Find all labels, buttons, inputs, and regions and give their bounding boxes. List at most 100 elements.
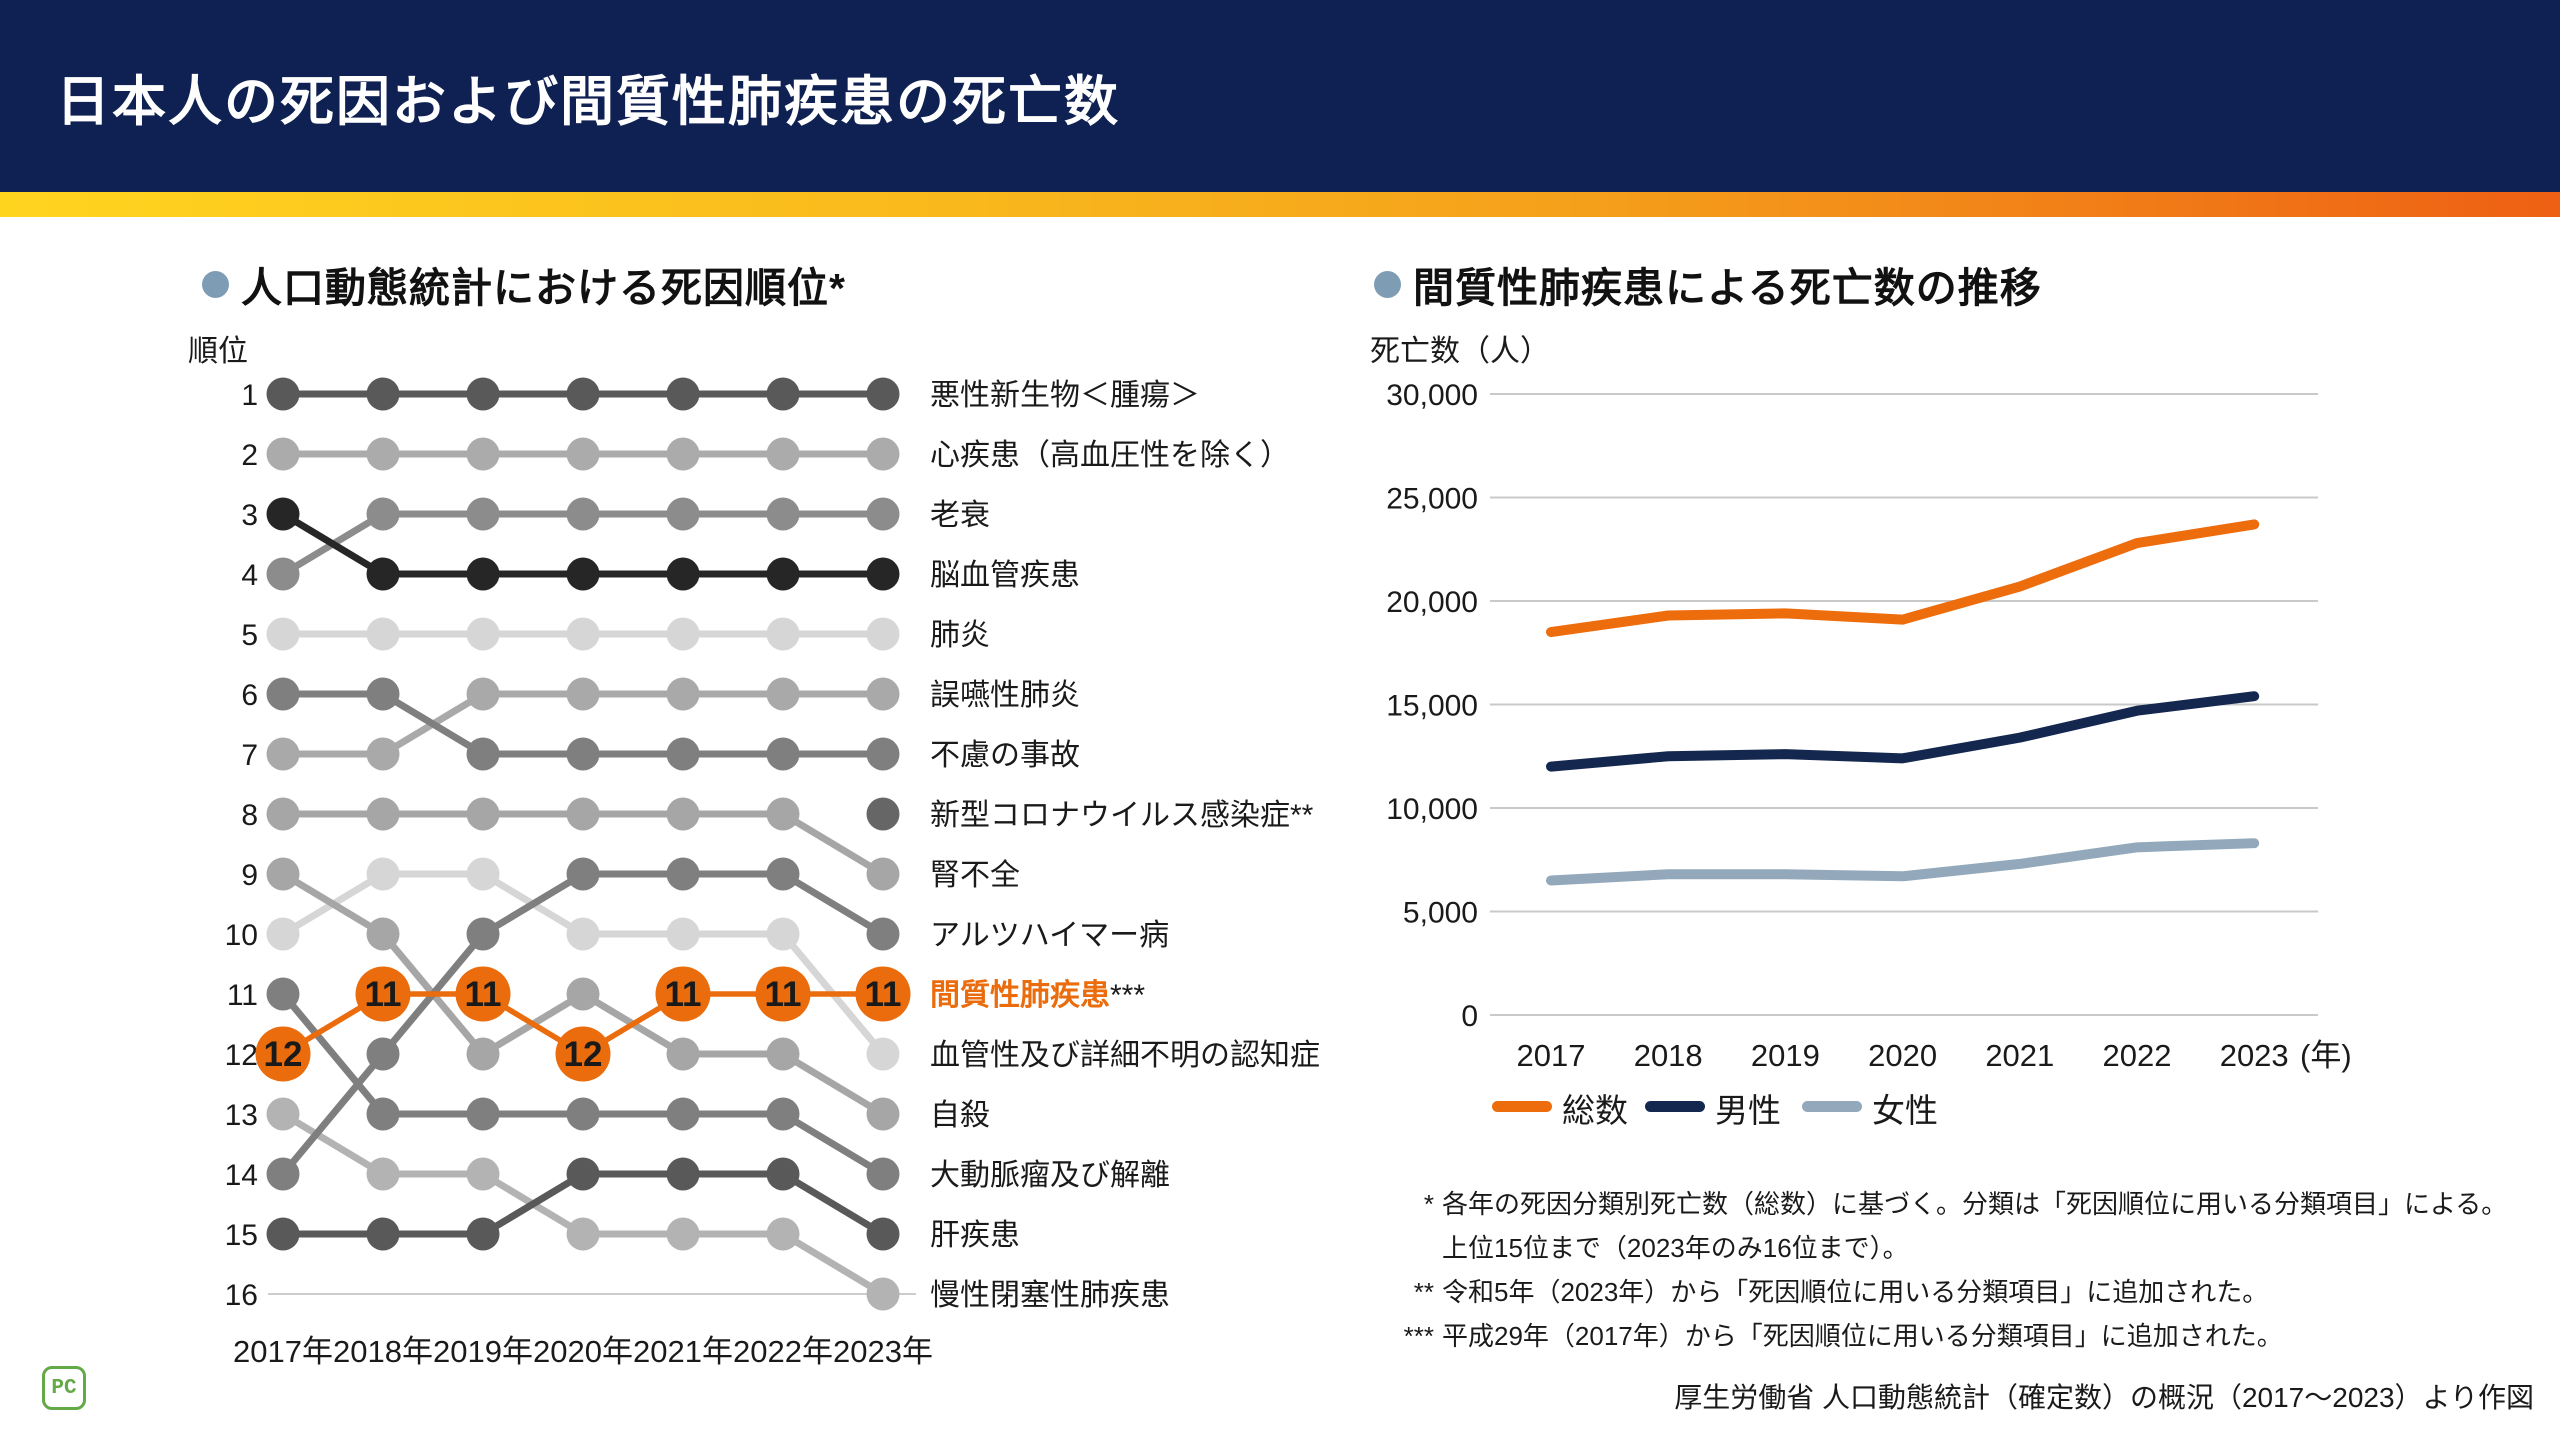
footnote-marker: * — [1423, 1189, 1434, 1219]
footnote-marker: ** — [1413, 1277, 1434, 1307]
bump-series-dot — [766, 797, 800, 831]
bump-series-dot — [466, 557, 500, 591]
rank-badge-number: 11 — [365, 975, 402, 1014]
bump-series-dot — [866, 1037, 900, 1071]
page-title: 日本人の死因および間質性肺疾患の死亡数 — [56, 71, 1120, 132]
footnote-line: * 各年の死因分類別死亡数（総数）に基づく。分類は「死因順位に用いる分類項目」によ… — [1376, 1182, 2507, 1226]
y-tick-label: 15,000 — [1386, 690, 1478, 723]
rank-badge — [455, 966, 511, 1022]
bump-series-dot — [566, 1217, 600, 1251]
bump-series-dot — [366, 1037, 400, 1071]
bump-series-dot — [266, 737, 300, 771]
left-chart-title: 人口動態統計における死因順位* — [241, 265, 846, 311]
rank-badge — [755, 966, 811, 1022]
bump-series-dot — [866, 437, 900, 471]
footnote-marker — [1376, 1226, 1434, 1270]
bump-series — [266, 617, 900, 651]
bump-series-dot — [266, 917, 300, 951]
bump-series-dot — [666, 857, 700, 891]
bump-highlight-series: 12 11 11 12 11 11 11 — [255, 966, 911, 1082]
rank-axis-label: 14 — [225, 1159, 258, 1192]
bump-series-dot — [866, 857, 900, 891]
disease-label: 大動脈瘤及び解離 — [930, 1159, 1170, 1192]
x-tick-label: 2020 — [1868, 1038, 1937, 1073]
bump-series-dot — [366, 857, 400, 891]
rank-badge-number: 12 — [264, 1035, 303, 1074]
footnotes: * 各年の死因分類別死亡数（総数）に基づく。分類は「死因順位に用いる分類項目」によ… — [1376, 1182, 2508, 1358]
bump-series-dot — [466, 1097, 500, 1131]
bump-series-dot — [666, 437, 700, 471]
bump-year-label: 2021年 — [633, 1334, 733, 1369]
bump-series-dot — [466, 1037, 500, 1071]
bump-series-dot — [366, 617, 400, 651]
legend-swatch — [1802, 1101, 1862, 1112]
rank-badge — [655, 966, 711, 1022]
bump-series — [266, 857, 900, 1191]
bump-series-dot — [666, 557, 700, 591]
bump-series-dot — [466, 1157, 500, 1191]
bump-series-dot — [866, 377, 900, 411]
bump-series-dot — [666, 737, 700, 771]
left-chart-yaxis-caption: 順位 — [188, 335, 248, 368]
bump-series-dot — [566, 1157, 600, 1191]
disease-label: 誤嚥性肺炎 — [930, 679, 1080, 712]
bump-series-dot — [566, 677, 600, 711]
bump-year-label: 2022年 — [733, 1334, 833, 1369]
disease-label: アルツハイマー病 — [930, 919, 1169, 952]
bump-series-dot — [766, 1157, 800, 1191]
footnote-line: *** 平成29年（2017年）から「死因順位に用いる分類項目」に追加された。 — [1376, 1314, 2507, 1358]
y-tick-label: 25,000 — [1386, 483, 1478, 516]
rank-axis-label: 12 — [225, 1039, 258, 1072]
bump-series — [266, 857, 900, 1071]
bump-series-dot — [666, 797, 700, 831]
x-tick-label: 2021 — [1985, 1038, 2054, 1073]
rank-badge-number: 11 — [765, 975, 802, 1014]
header-gradient-strip — [0, 192, 2560, 217]
bump-series — [266, 497, 900, 591]
bump-series-dot — [866, 1097, 900, 1131]
rank-axis-label: 13 — [225, 1099, 258, 1132]
right-chart-title-row: 間質性肺疾患による死亡数の推移 — [1374, 254, 2042, 314]
bump-series-dot — [866, 797, 900, 831]
bump-series-dot — [766, 737, 800, 771]
disease-label: 肺炎 — [930, 619, 990, 652]
x-tick-label: 2023 — [2220, 1038, 2289, 1073]
bump-series-dot — [866, 557, 900, 591]
legend-swatch — [1645, 1101, 1705, 1112]
rank-badge — [555, 1026, 611, 1082]
y-tick-label: 30,000 — [1386, 379, 1478, 412]
footnote-line: 上位15位まで（2023年のみ16位まで）。 — [1376, 1226, 2507, 1270]
bump-series-dot — [566, 557, 600, 591]
footnote-line: ** 令和5年（2023年）から「死因順位に用いる分類項目」に追加された。 — [1376, 1270, 2507, 1314]
legend-label: 女性 — [1872, 1092, 1938, 1129]
footnote-text: 各年の死因分類別死亡数（総数）に基づく。分類は「死因順位に用いる分類項目」による… — [1442, 1189, 2508, 1219]
rank-axis-label: 1 — [241, 379, 258, 412]
bump-series-dot — [766, 857, 800, 891]
bump-series — [866, 797, 900, 831]
x-tick-label: 2017 — [1517, 1038, 1586, 1073]
left-chart-title-row: 人口動態統計における死因順位* — [202, 254, 846, 314]
bump-series-dot — [866, 677, 900, 711]
rank-badge-number: 11 — [665, 975, 702, 1014]
legend-swatch — [1492, 1101, 1552, 1112]
y-tick-label: 5,000 — [1403, 897, 1478, 930]
bump-series — [266, 677, 900, 771]
disease-label: 間質性肺疾患*** — [930, 978, 1145, 1012]
bump-series-dot — [366, 677, 400, 711]
rank-axis-label: 4 — [241, 559, 258, 592]
bump-series-dot — [766, 1097, 800, 1131]
x-axis-unit: (年) — [2300, 1038, 2352, 1073]
bump-series-dot — [266, 617, 300, 651]
bump-year-label: 2017年 — [233, 1334, 333, 1369]
bump-year-label: 2023年 — [833, 1334, 933, 1369]
disease-label: 血管性及び詳細不明の認知症 — [930, 1039, 1320, 1072]
disease-label: 悪性新生物＜腫瘍＞ — [930, 379, 1200, 412]
rank-axis-label: 5 — [241, 619, 258, 652]
y-tick-label: 20,000 — [1386, 586, 1478, 619]
bump-series-dot — [366, 1157, 400, 1191]
rank-axis-label: 7 — [241, 739, 258, 772]
bump-series-dot — [466, 917, 500, 951]
